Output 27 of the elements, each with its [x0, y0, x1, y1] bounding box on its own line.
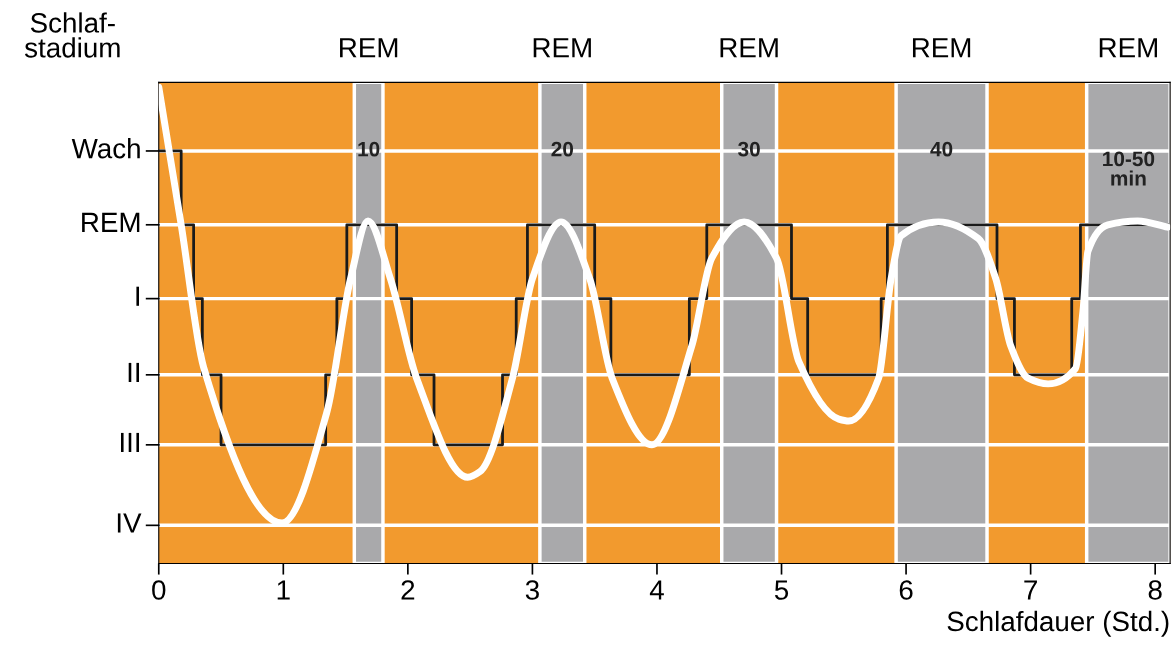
- ref-line-label: REM: [82, 212, 140, 232]
- x-tick-label: 4: [649, 580, 664, 600]
- annotation: 40: [930, 141, 953, 157]
- x-tick-label: 5: [774, 580, 789, 600]
- band-label: REM: [533, 38, 591, 58]
- band-label: REM: [340, 38, 398, 58]
- x-axis-title: Schlafdauer (Std.): [947, 610, 1169, 637]
- x-tick-label: 1: [277, 580, 290, 600]
- x-tick-label: 6: [899, 580, 913, 600]
- annotation: 20: [551, 141, 574, 157]
- x-tick-label: 7: [1024, 580, 1037, 600]
- ref-line-label: III: [120, 432, 140, 453]
- ref-line-label: I: [136, 286, 140, 306]
- ref-line-label: II: [128, 362, 140, 383]
- annotation: 30: [738, 141, 760, 157]
- annotation: 10-50 min: [1103, 151, 1155, 186]
- x-tick-label: 8: [1148, 580, 1162, 600]
- band-label: REM: [720, 38, 778, 58]
- annotation: 10: [358, 141, 380, 157]
- ref-line-label: IV: [117, 513, 142, 533]
- band-label: REM: [912, 38, 971, 58]
- y-axis-title: Schlaf- stadium: [24, 12, 120, 58]
- x-tick-label: 0: [152, 580, 166, 600]
- x-tick-label: 3: [525, 580, 539, 600]
- x-tick-label: 2: [401, 580, 415, 600]
- ref-line-label: Wach: [71, 138, 140, 159]
- band-label: REM: [1099, 38, 1157, 58]
